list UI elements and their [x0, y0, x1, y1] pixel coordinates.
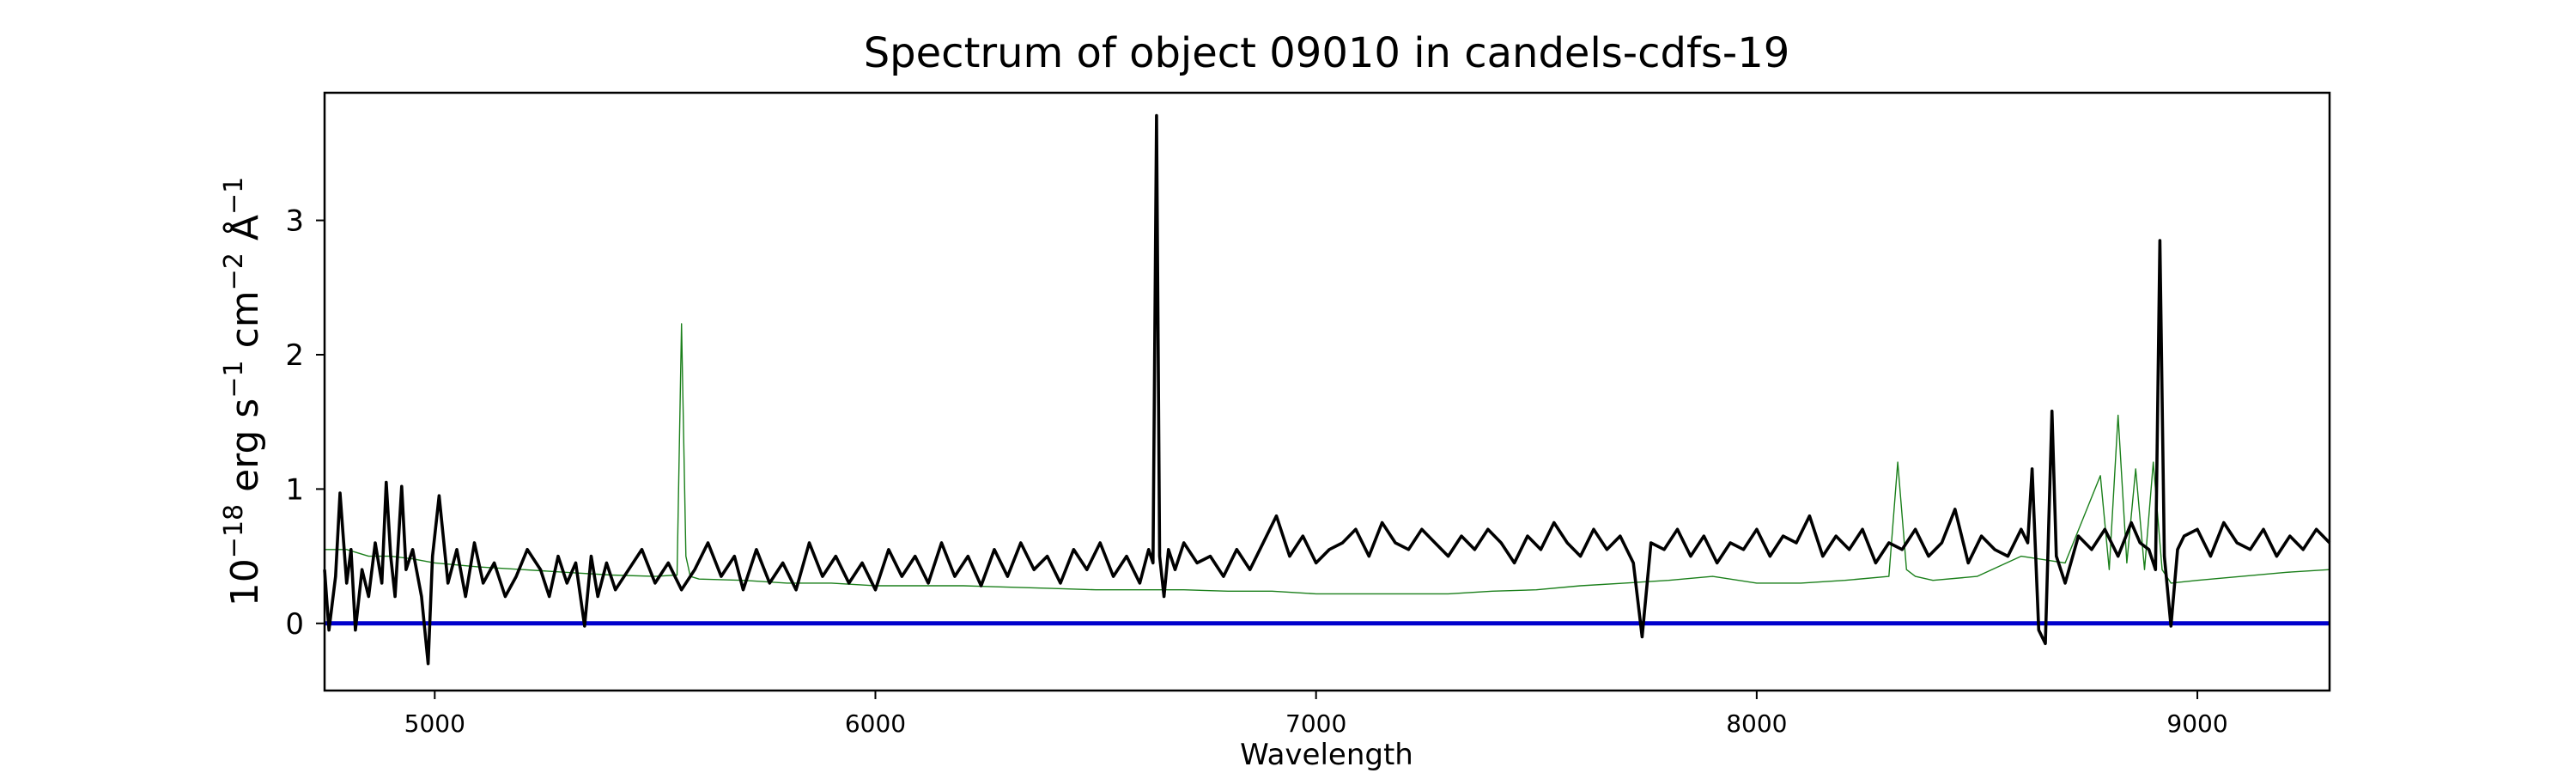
y-label-cm: cm [223, 290, 267, 360]
plot-frame [323, 91, 2331, 692]
noise-series-line [325, 323, 2330, 595]
y-tick-label: 0 [285, 607, 304, 642]
x-axis-ticks: 5000 6000 7000 8000 9000 [404, 691, 2228, 738]
x-tick-label: 7000 [1285, 709, 1346, 738]
x-tick-label: 5000 [404, 709, 465, 738]
y-label-erg: erg s [223, 399, 267, 504]
y-label-exp1: −18 [219, 504, 249, 558]
x-tick-label: 9000 [2166, 709, 2227, 738]
y-tick-label: 3 [285, 204, 304, 239]
y-axis-ticks: 0 1 2 3 [285, 204, 325, 642]
y-tick-label: 1 [285, 472, 304, 507]
flux-series-line [323, 113, 2331, 666]
chart-title: Spectrum of object 09010 in candels-cdfs… [864, 29, 1790, 77]
x-tick-label: 8000 [1726, 709, 1787, 738]
x-axis-label: Wavelength [1240, 738, 1413, 772]
y-label-exp3: −2 [219, 253, 249, 290]
y-label-base: 10 [223, 558, 267, 606]
y-label-ang: Å [222, 215, 267, 253]
x-tick-label: 6000 [845, 709, 906, 738]
y-label-exp2: −1 [219, 360, 249, 398]
y-tick-label: 2 [285, 338, 304, 373]
y-label-exp4: −1 [219, 177, 249, 215]
plot-layer [323, 113, 2331, 666]
y-axis-label: 10−18 erg s−1 cm−2 Å−1 [219, 177, 267, 606]
